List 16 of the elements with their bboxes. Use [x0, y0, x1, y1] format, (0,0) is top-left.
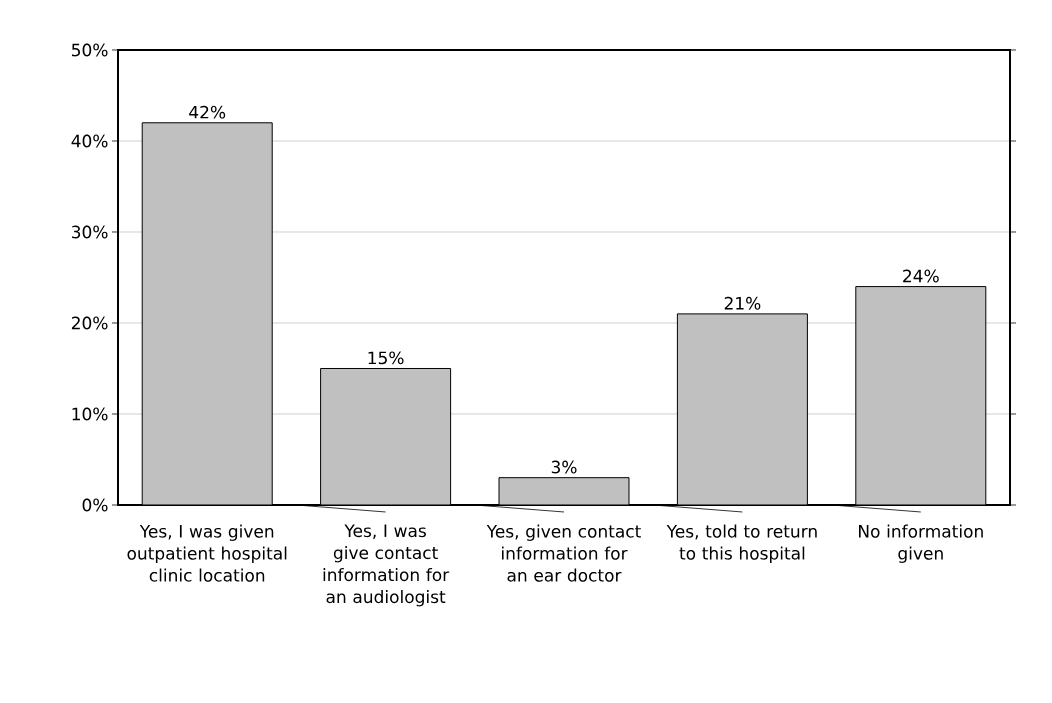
x-tick-label: Yes, given contact information for an ear doctor: [486, 524, 641, 582]
y-tick-label: 20%: [71, 316, 108, 330]
y-tick-label: 50%: [72, 43, 108, 57]
data-label: 3%: [551, 460, 577, 474]
data-label: 42%: [189, 105, 226, 119]
y-tick-label: 10%: [72, 407, 108, 421]
y-tick-label: 0%: [82, 498, 108, 512]
y-tick-label: 40%: [71, 134, 108, 148]
x-tick-label: Yes, I was give contact information for an audiologist: [323, 524, 450, 607]
y-tick-label: 30%: [71, 225, 108, 239]
x-tick-label: Yes, I was given outpatient hospital clinic location: [127, 524, 287, 582]
data-label: 15%: [368, 351, 404, 365]
data-label: 24%: [903, 269, 939, 283]
x-tick-label: No information given: [859, 524, 983, 563]
data-label: 21%: [724, 296, 761, 310]
x-tick-label: Yes, told to return to this hospital: [666, 524, 817, 563]
